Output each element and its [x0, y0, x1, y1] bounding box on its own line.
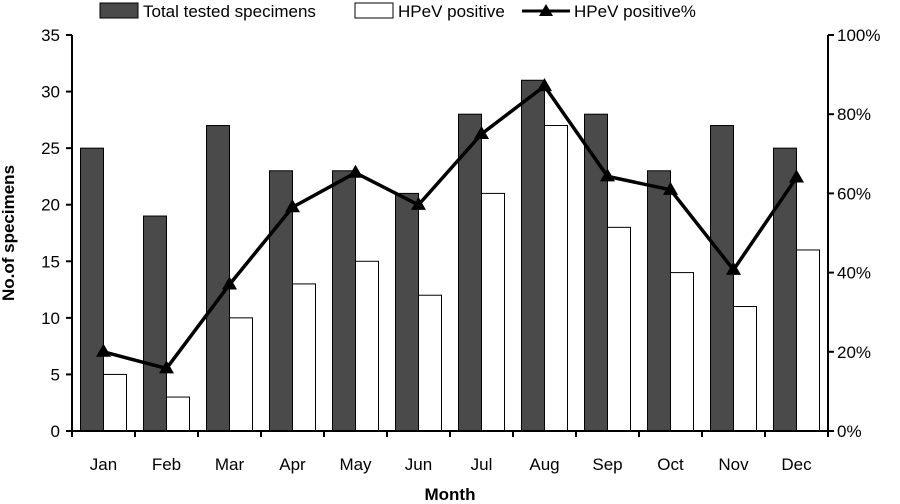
bar-positive-dec — [796, 249, 820, 432]
bar-total-mar — [206, 125, 230, 432]
x-tick-label-aug: Aug — [529, 455, 559, 474]
bar-positive-oct — [670, 272, 694, 432]
marker-percent-nov — [726, 261, 741, 275]
x-tick-label-nov: Nov — [718, 455, 749, 474]
bar-positive-jun — [418, 294, 442, 432]
marker-percent-jun — [411, 196, 426, 210]
marker-percent-dec — [789, 169, 804, 183]
y-tick-label-right: 20% — [837, 343, 871, 362]
y-tick-label-left: 10 — [41, 309, 60, 328]
marker-percent-may — [348, 164, 363, 178]
bar-total-oct — [647, 170, 671, 432]
bar-positive-mar — [229, 317, 253, 432]
y-axis-title: No.of specimens — [0, 165, 18, 301]
bar-positive-may — [355, 260, 379, 432]
x-tick-label-jul: Jul — [471, 455, 493, 474]
marker-percent-mar — [222, 276, 237, 290]
y-tick-label-left: 35 — [41, 26, 60, 45]
bar-total-aug — [521, 79, 545, 432]
x-tick-label-mar: Mar — [215, 455, 245, 474]
y-tick-label-right: 60% — [837, 184, 871, 203]
marker-percent-oct — [663, 181, 678, 195]
marker-percent-aug — [537, 78, 552, 92]
bar-positive-jul — [481, 192, 505, 432]
marker-percent-sep — [600, 168, 615, 182]
y-tick-label-right: 40% — [837, 264, 871, 283]
x-tick-label-dec: Dec — [781, 455, 812, 474]
y-tick-label-left: 30 — [41, 83, 60, 102]
bar-total-jan — [80, 147, 104, 432]
y-tick-label-left: 15 — [41, 252, 60, 271]
x-tick-label-oct: Oct — [657, 455, 684, 474]
x-axis-title: Month — [425, 485, 476, 504]
legend-label-positive: HPeV positive — [398, 2, 505, 21]
y-tick-label-right: 80% — [837, 105, 871, 124]
marker-percent-jan — [96, 343, 111, 357]
legend-swatch-positive — [354, 2, 394, 19]
bar-total-jul — [458, 113, 482, 432]
bar-total-may — [332, 170, 356, 432]
line-percent — [103, 84, 798, 371]
y-tick-label-left: 20 — [41, 196, 60, 215]
bar-positive-feb — [166, 396, 190, 432]
marker-percent-apr — [285, 199, 300, 213]
x-tick-label-jun: Jun — [405, 455, 432, 474]
x-tick-label-feb: Feb — [152, 455, 181, 474]
bars — [80, 79, 820, 432]
bar-positive-jan — [103, 373, 127, 432]
legend-swatch-total — [99, 2, 139, 19]
bar-total-dec — [773, 147, 797, 432]
marker-percent-jul — [474, 126, 489, 139]
bar-positive-nov — [733, 306, 757, 432]
line-series — [96, 78, 804, 374]
bar-positive-aug — [544, 125, 568, 432]
y-tick-label-left: 0 — [51, 422, 60, 441]
axes: 0 5 10 15 20 25 30 35 0% 20% 40% 60% 80% 100% Jan Feb Ma… — [41, 26, 880, 474]
x-tick-label-may: May — [339, 455, 372, 474]
x-tick-label-apr: Apr — [279, 455, 306, 474]
legend-marker-percent — [539, 4, 553, 16]
x-tick-label-jan: Jan — [90, 455, 117, 474]
legend-label-total: Total tested specimens — [143, 2, 316, 21]
legend: Total tested specimens HPeV positive HPe… — [99, 2, 696, 21]
legend-label-percent: HPeV positive% — [574, 2, 696, 21]
y-tick-label-right: 100% — [837, 26, 880, 45]
bar-total-feb — [143, 215, 167, 432]
y-tick-label-left: 25 — [41, 139, 60, 158]
bar-total-nov — [710, 125, 734, 432]
bar-total-jun — [395, 192, 419, 432]
marker-percent-feb — [159, 360, 174, 374]
y-tick-label-right: 0% — [837, 422, 862, 441]
x-tick-label-sep: Sep — [592, 455, 622, 474]
bar-positive-apr — [292, 283, 316, 432]
bar-positive-sep — [607, 226, 631, 432]
y-tick-label-left: 5 — [51, 365, 60, 384]
